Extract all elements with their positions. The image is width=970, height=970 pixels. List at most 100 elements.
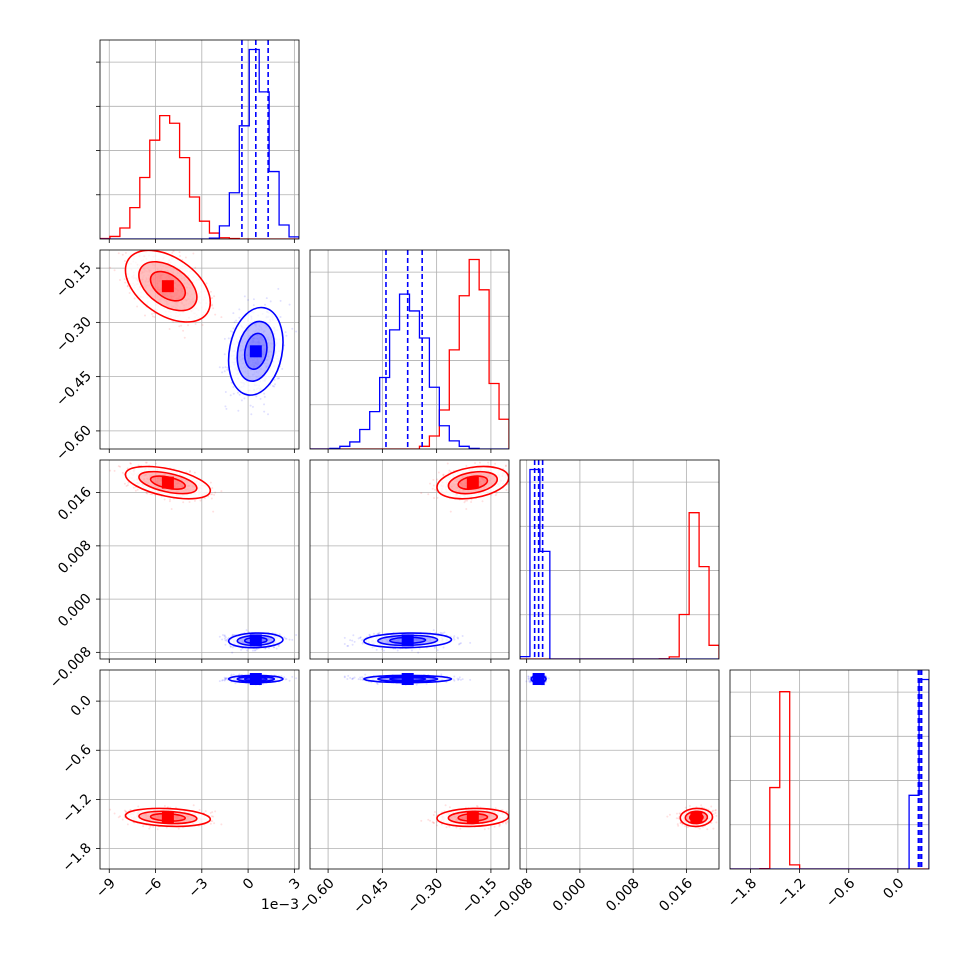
scatter-point	[223, 635, 226, 638]
scatter-point	[459, 642, 462, 645]
scatter-point	[235, 319, 238, 322]
scatter-series-0	[109, 804, 223, 831]
scatter-point	[126, 285, 129, 288]
scatter-point	[359, 636, 362, 639]
scatter-point	[273, 385, 276, 388]
scatter-point	[163, 498, 166, 501]
scatter-point	[510, 485, 512, 487]
scatter-point	[187, 324, 190, 327]
scatter-point	[134, 489, 137, 492]
scatter-point	[213, 295, 216, 298]
panel-frame	[309, 459, 510, 660]
y-tick-label: −0.15	[53, 260, 95, 302]
scatter-point	[448, 469, 451, 472]
scatter-point	[212, 307, 215, 310]
scatter-point	[126, 823, 129, 826]
histogram-series-1	[310, 293, 509, 449]
panel-frame	[99, 39, 300, 240]
scatter-point	[221, 634, 224, 637]
scatter-point	[396, 649, 399, 652]
scatter-point	[124, 281, 127, 284]
scatter-series-1	[218, 629, 298, 654]
scatter-point	[436, 496, 439, 499]
scatter-point	[168, 327, 171, 330]
scatter-point	[145, 492, 148, 495]
scatter-point	[259, 397, 262, 400]
scatter-point	[145, 461, 148, 464]
y-tick-label: −0.008	[47, 644, 95, 692]
scatter-point	[224, 366, 227, 369]
scatter-point	[372, 632, 375, 635]
scatter-point	[212, 510, 215, 513]
scatter-point	[149, 825, 152, 828]
scatter-point	[179, 255, 182, 258]
scatter-point	[169, 498, 172, 501]
scatter-point	[353, 640, 356, 643]
y-tick-label: −0.60	[53, 422, 95, 464]
scatter-point	[295, 330, 298, 333]
scatter-point	[238, 316, 241, 319]
scatter-point	[119, 279, 122, 282]
scatter-point	[231, 651, 234, 654]
scatter-point	[237, 409, 240, 412]
scatter-point	[291, 327, 294, 330]
scatter-point	[288, 303, 291, 306]
scatter-point	[109, 266, 112, 269]
scatter-point	[177, 827, 180, 830]
scatter-point	[210, 497, 213, 500]
scatter-point	[225, 407, 228, 410]
scatter-point	[281, 367, 284, 370]
scatter-point	[443, 631, 446, 634]
panel-1-0: −0.60−0.45−0.30−0.15	[53, 247, 300, 464]
scatter-point	[487, 461, 490, 464]
density-peak	[401, 634, 414, 647]
scatter-point	[158, 247, 160, 249]
scatter-point	[151, 493, 154, 496]
density-peak	[466, 476, 479, 489]
scatter-point	[247, 299, 250, 302]
scatter-point	[245, 629, 248, 632]
scatter-point	[218, 635, 221, 638]
scatter-point	[151, 313, 154, 316]
scatter-point	[125, 484, 128, 487]
scatter-point	[453, 638, 456, 641]
scatter-point	[285, 334, 288, 337]
scatter-point	[211, 297, 214, 300]
scatter-point	[144, 461, 147, 464]
scatter-point	[183, 336, 186, 339]
scatter-point	[205, 282, 208, 285]
scatter-point	[143, 314, 146, 317]
scatter-point	[154, 462, 157, 465]
scatter-series-1	[218, 287, 298, 416]
scatter-point	[511, 468, 513, 470]
scatter-point	[221, 638, 224, 641]
scatter-point	[142, 825, 145, 828]
scatter-point	[267, 647, 270, 650]
scatter-point	[466, 499, 469, 502]
scatter-point	[199, 499, 202, 502]
panel-3-0: −1.8−1.2−0.60.0−9 −6 −3 0 31e−3	[59, 669, 304, 913]
scatter-point	[511, 473, 513, 475]
scatter-point	[153, 312, 156, 315]
scatter-point	[513, 492, 515, 494]
scatter-point	[109, 469, 112, 472]
scatter-point	[126, 484, 129, 487]
scatter-point	[263, 392, 266, 395]
scatter-point	[212, 815, 215, 818]
scatter-point	[442, 474, 445, 477]
scatter-point	[351, 643, 354, 646]
scatter-point	[193, 471, 196, 474]
scatter-point	[172, 320, 175, 323]
scatter-point	[343, 636, 346, 639]
scatter-point	[168, 500, 171, 503]
scatter-point	[209, 812, 212, 815]
scatter-point	[478, 461, 481, 464]
scatter-point	[463, 501, 466, 504]
scatter-point	[224, 643, 227, 646]
scatter-point	[352, 634, 355, 637]
scatter-point	[223, 353, 226, 356]
scatter-point	[123, 482, 126, 485]
scatter-point	[224, 391, 227, 394]
scatter-point	[481, 500, 484, 503]
scatter-point	[193, 499, 196, 502]
